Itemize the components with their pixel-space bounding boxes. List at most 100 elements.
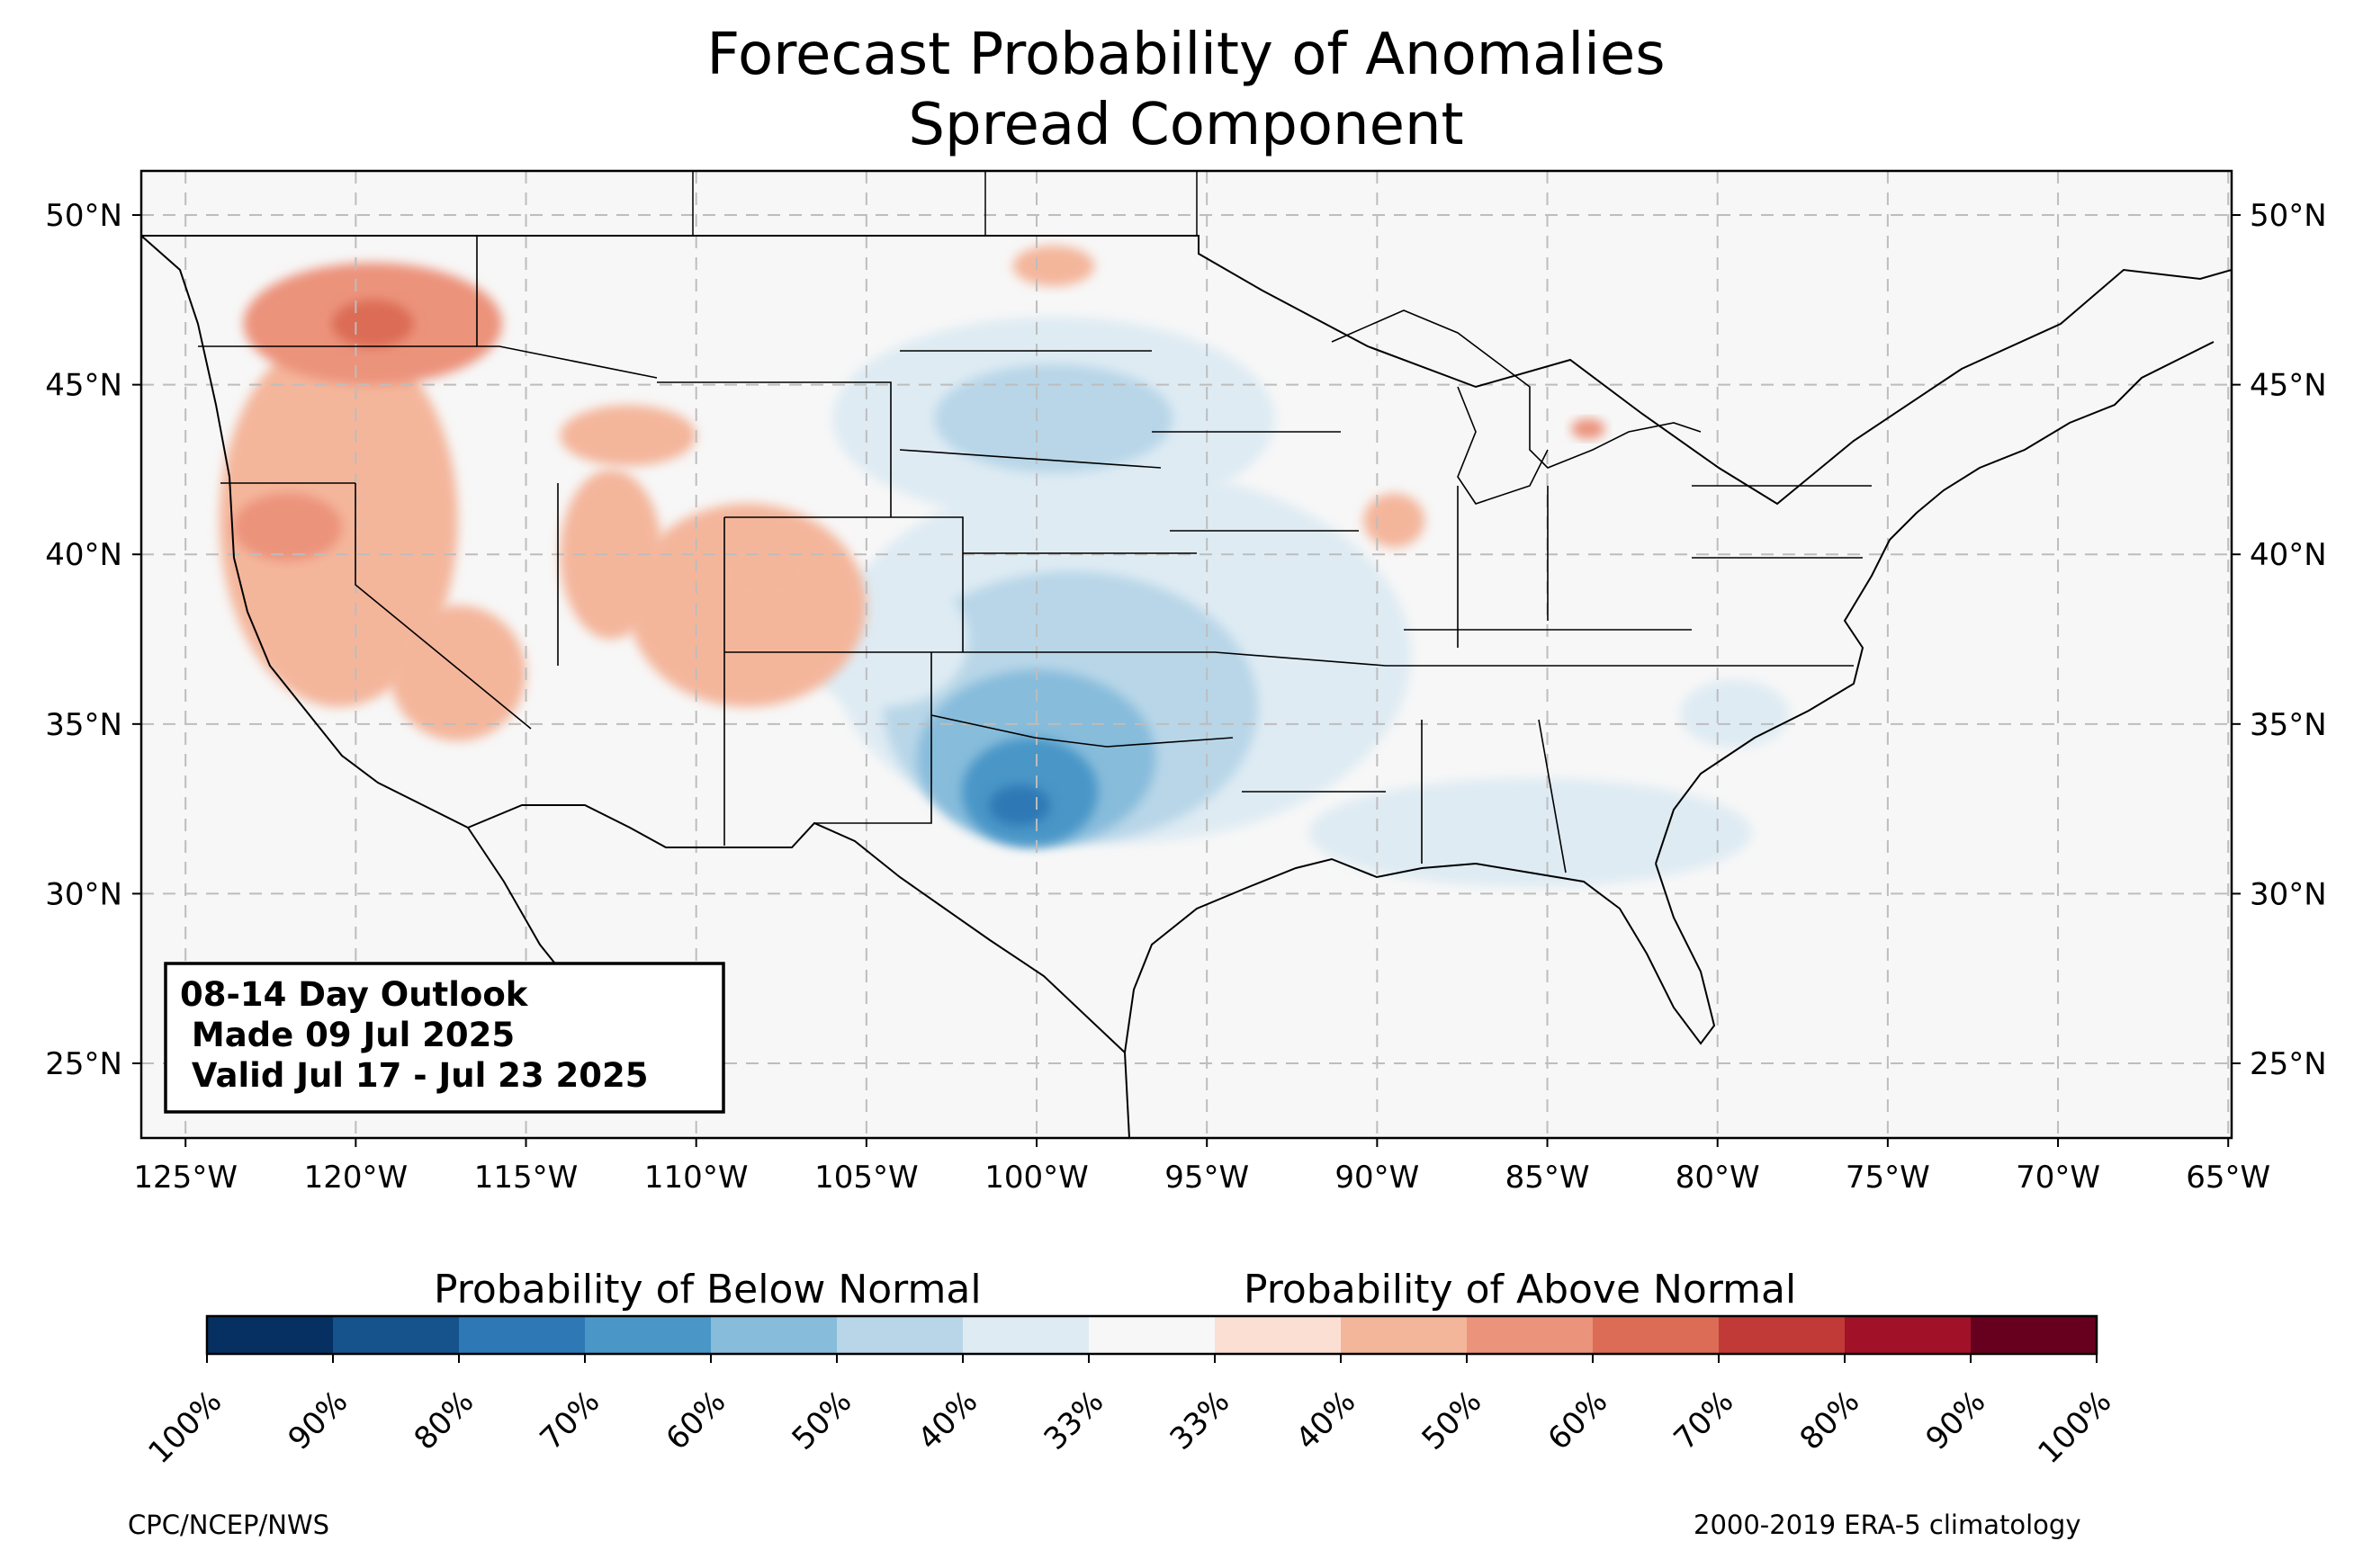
state-boundaries (141, 171, 2232, 1138)
info-box-outlook: 08-14 Day Outlook (180, 975, 529, 1014)
michigan-shore (1457, 386, 1549, 505)
anomaly-region-above-18 (1012, 245, 1095, 287)
colorbar-segment (837, 1316, 963, 1354)
colorbar-segment (1467, 1316, 1593, 1354)
lon-tick-label: 95°W (1164, 1160, 1249, 1196)
atlantic-coast (1655, 341, 2215, 865)
lon-tick-label: 85°W (1505, 1160, 1590, 1196)
colorbar-tick-label: 40% (912, 1384, 985, 1457)
lat-tick-label-left: 50°N (45, 198, 122, 234)
footer-climatology: 2000-2019 ERA-5 climatology (1694, 1510, 2081, 1540)
colorbar: 100% 90% 80% 70% 60% 50% 40% 33% 33% 40% 50% 60% 70%… (141, 1314, 2118, 1471)
lon-tick-label: 110°W (644, 1160, 749, 1196)
colorbar-segment (1845, 1316, 1971, 1354)
colorbar-segment (711, 1316, 837, 1354)
lon-tick-label: 115°W (474, 1160, 579, 1196)
colorbar-above-label: Probability of Above Normal (1244, 1267, 1797, 1313)
colorbar-tick-label: 33% (1164, 1384, 1237, 1457)
lat-tick-label-left: 40°N (45, 537, 122, 573)
colorbar-segment (207, 1316, 333, 1354)
axis-ticks: 125°W 120°W 115°W 110°W 105°W 100°W 95°W 90°W 85… (45, 198, 2326, 1196)
lat-tick-label-right: 45°N (2250, 368, 2327, 404)
lon-tick-label: 90°W (1334, 1160, 1419, 1196)
great-lakes-shore (1331, 309, 1702, 469)
lat-tick-label-left: 45°N (45, 368, 122, 404)
lat-tick-label-left: 35°N (45, 707, 122, 743)
anomaly-region-above-15 (560, 469, 662, 640)
us-canada-border (141, 235, 2232, 506)
colorbar-segment (1089, 1316, 1215, 1354)
lon-tick-label: 105°W (814, 1160, 919, 1196)
state-line-tx-nm (814, 715, 932, 824)
lon-tick-label: 80°W (1676, 1160, 1760, 1196)
colorbar-tick-label: 60% (660, 1384, 733, 1457)
state-line-co-ks (724, 516, 964, 652)
colorbar-tick-label: 100% (141, 1384, 229, 1471)
state-line-ok-tx (930, 652, 1234, 748)
anomaly-region-above-13 (233, 493, 343, 561)
lon-tick-label: 70°W (2016, 1160, 2100, 1196)
lat-tick-label-right: 25°N (2250, 1046, 2327, 1082)
anomaly-regions (220, 245, 1790, 887)
lon-tick-label: 120°W (304, 1160, 409, 1196)
state-line-al-ga (1538, 719, 1567, 874)
state-line-sd-ne (899, 449, 1162, 469)
anomaly-region-above-14 (628, 503, 867, 707)
lat-tick-label-right: 50°N (2250, 198, 2327, 234)
colorbar-tick-label: 90% (282, 1384, 355, 1457)
lat-tick-label-left: 25°N (45, 1046, 122, 1082)
anomaly-region-below-9 (1680, 679, 1790, 748)
colorbar-tick-label: 40% (1289, 1384, 1363, 1457)
state-line-mo-ar (1214, 651, 1387, 667)
colorbar-tick-label: 70% (1667, 1384, 1741, 1457)
lat-tick-label-right: 30°N (2250, 876, 2327, 912)
anomaly-region-below-6 (934, 364, 1173, 473)
footer-source: CPC/NCEP/NWS (128, 1510, 330, 1540)
colorbar-tick-label: 60% (1541, 1384, 1615, 1457)
colorbar-segment (1215, 1316, 1341, 1354)
anomaly-region-below-5 (989, 784, 1051, 826)
colorbar-segment (459, 1316, 585, 1354)
colorbar-segment (1341, 1316, 1467, 1354)
lon-tick-label: 125°W (133, 1160, 238, 1196)
us-coastline-west (141, 235, 469, 829)
gulf-coast (1124, 857, 1716, 1053)
anomaly-region-below-8 (1308, 778, 1752, 887)
lat-tick-label-right: 35°N (2250, 707, 2327, 743)
colorbar-tick-label: 100% (2031, 1384, 2118, 1471)
lon-tick-label: 100°W (984, 1160, 1089, 1196)
chart-title-line1: Forecast Probability of Anomalies (706, 22, 1666, 88)
mexico-coast (1124, 1052, 1130, 1138)
info-box-valid: Valid Jul 17 - Jul 23 2025 (180, 1056, 649, 1095)
anomaly-region-above-17 (390, 605, 526, 741)
lat-tick-label-left: 30°N (45, 876, 122, 912)
colorbar-segment (963, 1316, 1089, 1354)
lat-tick-label-right: 40°N (2250, 537, 2327, 573)
colorbar-tick-label: 50% (1415, 1384, 1489, 1457)
colorbar-frame (205, 1314, 2098, 1356)
colorbar-segment (585, 1316, 711, 1354)
gridlines (141, 171, 2232, 1138)
colorbar-tick-label: 90% (1919, 1384, 1993, 1457)
info-box-made: Made 09 Jul 2025 (180, 1016, 515, 1054)
colorbar-segment (333, 1316, 459, 1354)
colorbar-tick-label: 50% (786, 1384, 859, 1457)
lon-tick-label: 75°W (1846, 1160, 1930, 1196)
anomaly-region-above-20 (560, 405, 696, 467)
state-line-id-mt (476, 236, 658, 379)
anomaly-region-above-21 (1571, 418, 1605, 439)
anomaly-region-above-16 (716, 537, 813, 605)
colorbar-segment (1971, 1316, 2097, 1354)
lon-tick-label: 65°W (2186, 1160, 2270, 1196)
colorbar-tick-label: 80% (408, 1384, 481, 1457)
anomaly-region-above-12 (331, 300, 414, 348)
colorbar-tick-label: 80% (1793, 1384, 1867, 1457)
state-line-wy (657, 381, 892, 517)
colorbar-segment (1593, 1316, 1719, 1354)
colorbar-tick-label: 33% (1038, 1384, 1111, 1457)
colorbar-segment (1719, 1316, 1845, 1354)
colorbar-tick-label: 70% (534, 1384, 607, 1457)
colorbar-below-label: Probability of Below Normal (434, 1267, 982, 1313)
anomaly-region-above-19 (1363, 493, 1425, 548)
